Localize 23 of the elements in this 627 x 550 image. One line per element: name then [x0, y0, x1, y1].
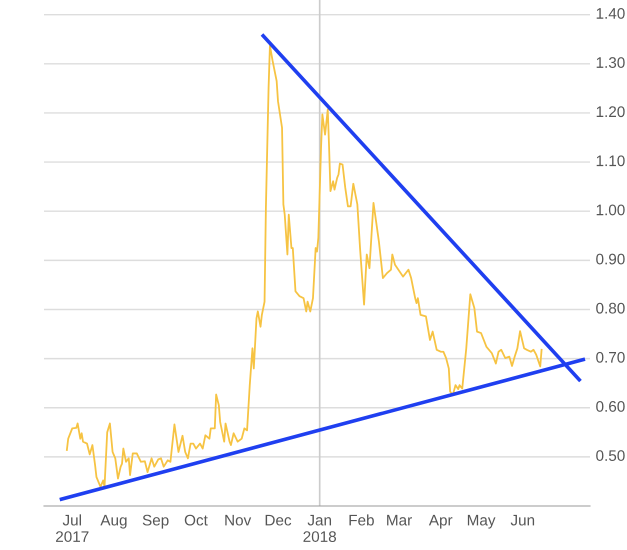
- x-tick-label: Feb: [349, 514, 374, 526]
- y-tick-label: 1.40: [596, 8, 625, 19]
- y-tick-label: 1.10: [596, 155, 625, 166]
- y-tick-label: 1.30: [596, 57, 625, 68]
- x-tick-label: May: [468, 514, 496, 529]
- x-tick-label: Jul 2017: [56, 514, 88, 542]
- line-series: [66, 44, 542, 488]
- x-tick-label: Jan 2018: [303, 514, 336, 542]
- x-tick-label: Apr: [428, 514, 452, 529]
- x-tick-label: Oct: [184, 514, 208, 526]
- y-tick-label: 0.70: [596, 352, 625, 363]
- y-tick-label: 1.20: [596, 106, 625, 118]
- x-tick-label: Mar: [387, 514, 412, 526]
- y-tick-label: 0.50: [596, 450, 625, 461]
- x-tick-label: Aug: [100, 514, 127, 529]
- x-tick-label: Dec: [266, 514, 292, 526]
- y-tick-label: 0.90: [596, 254, 625, 264]
- y-tick-label: 0.60: [596, 401, 625, 412]
- y-tick-label: 1.00: [596, 204, 625, 216]
- x-tick-label: Nov: [225, 514, 252, 526]
- x-tick-label: Sep: [142, 514, 169, 529]
- y-tick-label: 0.80: [596, 302, 625, 314]
- x-tick-label: Jun: [510, 514, 534, 526]
